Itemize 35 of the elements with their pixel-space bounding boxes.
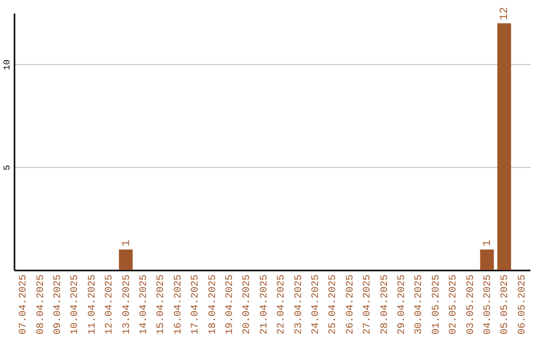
data-label: 1 [120, 239, 133, 246]
x-tick-label: 08.04.2025 [36, 274, 47, 335]
x-tick-label: 24.04.2025 [311, 274, 322, 335]
x-tick-label: 09.04.2025 [53, 274, 64, 335]
x-tick-label: 12.04.2025 [104, 274, 116, 335]
x-tick-label: 14.04.2025 [139, 274, 150, 335]
x-tick-label: 27.04.2025 [362, 274, 374, 335]
x-tick-label: 01.05.2025 [431, 274, 442, 335]
x-tick-label: 21.04.2025 [259, 274, 270, 335]
x-tick-label: 25.04.2025 [328, 274, 340, 335]
x-tick-label: 30.04.2025 [414, 274, 426, 335]
x-tick-label: 04.05.2025 [483, 274, 494, 335]
x-tick-label: 15.04.2025 [156, 274, 168, 335]
x-tick-label: 07.04.2025 [18, 274, 30, 335]
x-tick-label: 16.04.2025 [173, 274, 184, 335]
x-tick-label: 13.04.2025 [122, 274, 133, 335]
x-tick-label: 23.04.2025 [294, 274, 305, 335]
x-tick-label: 05.05.2025 [500, 274, 512, 335]
x-tick-label: 03.05.2025 [466, 274, 477, 335]
x-tick-label: 22.04.2025 [276, 274, 288, 335]
x-tick-label: 19.04.2025 [225, 274, 236, 335]
x-tick-label: 11.04.2025 [87, 274, 98, 335]
data-label: 1 [482, 239, 494, 246]
x-tick-label: 28.04.2025 [380, 274, 391, 335]
y-tick-label: 5 [2, 164, 12, 170]
x-tick-label: 02.05.2025 [448, 274, 460, 335]
x-tick-label: 10.04.2025 [70, 274, 82, 335]
x-tick-label: 26.04.2025 [345, 274, 356, 335]
x-tick-label: 18.04.2025 [208, 274, 219, 335]
x-tick-label: 29.04.2025 [397, 274, 408, 335]
x-tick-label: 17.04.2025 [190, 274, 202, 335]
x-tick-label: 20.04.2025 [242, 274, 254, 335]
x-tick-label: 06.05.2025 [517, 274, 528, 335]
data-label: 12 [499, 7, 512, 20]
y-tick-label: 10 [2, 59, 12, 70]
